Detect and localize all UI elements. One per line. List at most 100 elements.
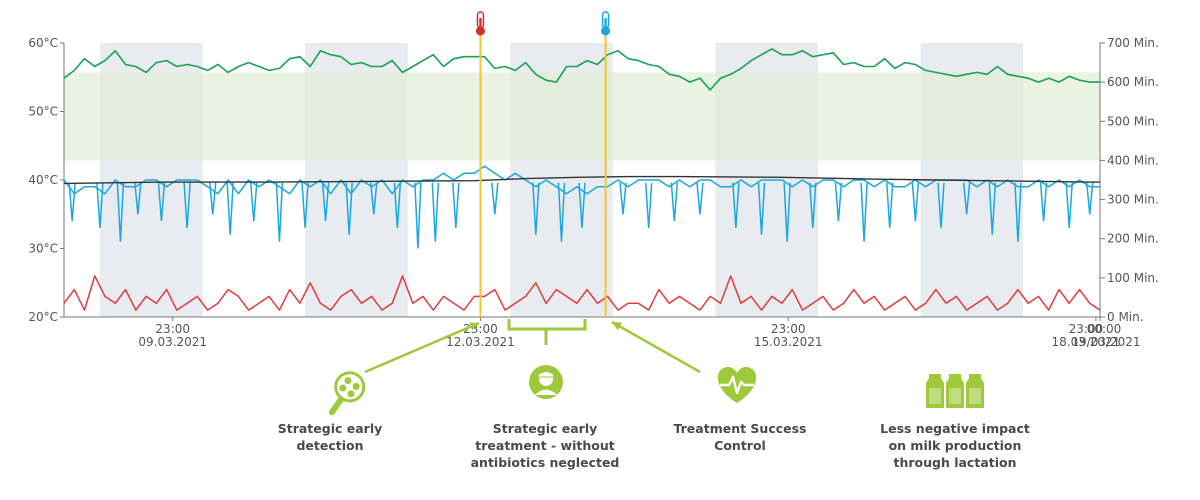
activity-line (63, 165, 1100, 195)
detection-handle (328, 396, 345, 416)
caption-milk-production: Less negative impact on milk production … (870, 420, 1040, 471)
x-tick-time: 23:00 (1069, 322, 1104, 336)
caption-treatment-control: Treatment Success Control (660, 420, 820, 454)
activity-dip (619, 182, 627, 215)
activity-dip (301, 182, 309, 228)
heart-shape (717, 367, 757, 403)
caption-line: antibiotics neglected (470, 455, 620, 470)
caption-line: Strategic early (492, 421, 598, 436)
milk-cans-icon (926, 374, 984, 408)
y-right-tick-label: 0 Min. (1107, 310, 1144, 324)
caption-line: through lactation (893, 455, 1017, 470)
activity-dip (250, 182, 258, 222)
activity-dip (183, 182, 191, 228)
caption-line: Control (714, 438, 766, 453)
activity-dip (226, 182, 234, 235)
activity-dip (834, 182, 843, 222)
treatment-bracket (507, 319, 587, 331)
caption-line: treatment - without (475, 438, 615, 453)
x-tick-date: 15.03.2021 (754, 335, 823, 349)
activity-dip (393, 182, 402, 228)
detection-well (339, 384, 347, 392)
activity-dip (1085, 182, 1094, 215)
caption-line: detection (296, 438, 364, 453)
y-right-tick-label: 600 Min. (1107, 75, 1159, 89)
reticulum-temperature-line (63, 275, 1101, 311)
detection-arrow-head (469, 322, 479, 331)
activity-dip (644, 182, 653, 228)
activity-dip (732, 182, 740, 228)
thermometer-bulb (601, 26, 611, 36)
x-tick-time: 00:00 (1087, 322, 1122, 336)
milk-can-label (969, 388, 981, 404)
x-tick-date: 19/03/2021 (1071, 335, 1140, 349)
thermometer-mercury (479, 18, 482, 30)
milk-can-label (949, 388, 961, 404)
farmer-body (535, 389, 557, 395)
control-arrow (611, 320, 701, 374)
milk-can (966, 374, 984, 408)
activity-dip (783, 182, 791, 242)
activity-dip (757, 182, 766, 235)
activity-dip (491, 182, 499, 215)
activity-dip (809, 182, 817, 228)
detection-well (344, 377, 352, 385)
detection-well (352, 382, 360, 390)
y-left-tick-label: 40°C (28, 173, 58, 187)
caption-line: Treatment Success (673, 421, 807, 436)
y-right-tick-label: 300 Min. (1107, 193, 1159, 207)
caption-line: Less negative impact (880, 421, 1030, 436)
thermometer-cold-icon (601, 11, 611, 36)
rumination-line (63, 48, 1100, 91)
activity-dip (962, 182, 971, 215)
x-tick-time: 23:00 (463, 322, 498, 336)
y-right-tick-label: 200 Min. (1107, 232, 1159, 246)
pulse-line (720, 375, 754, 395)
activity-dip (414, 182, 422, 249)
farmer-cap (537, 371, 555, 378)
y-left-tick-label: 50°C (28, 105, 58, 119)
caption-early-detection: Strategic early detection (255, 420, 405, 454)
activity-dip (578, 182, 586, 228)
detection-dish (334, 371, 366, 403)
caption-early-treatment: Strategic early treatment - without anti… (460, 420, 630, 471)
activity-dip (911, 182, 920, 222)
caption-line: on milk production (888, 438, 1022, 453)
activity-dip (275, 182, 284, 242)
y-right-tick-label: 500 Min. (1107, 114, 1159, 128)
y-right-tick-label: 700 Min. (1107, 36, 1159, 50)
x-tick-date: 18.03.2021 (1052, 335, 1121, 349)
y-left-tick-label: 60°C (28, 36, 58, 50)
x-tick-date: 09.03.2021 (138, 335, 207, 349)
normal-range-band (64, 72, 1100, 161)
activity-dip (96, 182, 104, 228)
activity-dip (1014, 182, 1022, 242)
activity-dip (452, 182, 460, 228)
thermometer-mercury (604, 18, 607, 30)
activity-dip (345, 182, 353, 235)
x-tick-date: 12.03.2021 (446, 335, 515, 349)
activity-dip (157, 182, 166, 222)
activity-dip (988, 182, 997, 235)
y-right-tick-label: 400 Min. (1107, 153, 1159, 167)
caption-line: Strategic early (277, 421, 383, 436)
heart-pulse-icon (717, 367, 757, 403)
y-left-tick-label: 30°C (28, 242, 58, 256)
activity-dip (557, 182, 566, 242)
activity-dip (670, 182, 679, 222)
activity-dip (1065, 182, 1073, 228)
thermometer-bulb (475, 26, 485, 36)
y-right-tick-label: 100 Min. (1107, 271, 1159, 285)
activity-dip (68, 182, 76, 222)
activity-dip (134, 182, 142, 215)
control-arrow-head (612, 322, 622, 331)
activity-dip (431, 182, 440, 242)
milk-can (926, 374, 944, 408)
detection-arrow (364, 321, 480, 374)
activity-dip (885, 182, 894, 228)
detection-well (347, 390, 355, 398)
activity-dip (937, 182, 945, 228)
activity-dip (370, 182, 378, 215)
x-tick-time: 23:00 (771, 322, 806, 336)
